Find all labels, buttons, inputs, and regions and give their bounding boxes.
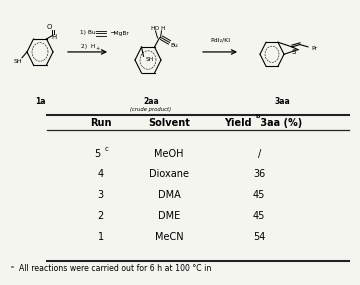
Text: 45: 45 [253,190,265,200]
Text: DMA: DMA [158,190,181,200]
Text: Pr: Pr [311,46,317,50]
Text: ─MgBr: ─MgBr [110,31,129,36]
Text: 2: 2 [98,211,104,221]
Text: 3aa (%): 3aa (%) [257,117,303,128]
Text: MeOH: MeOH [154,148,184,158]
Text: H: H [51,34,56,40]
Text: Dioxane: Dioxane [149,169,189,179]
Text: H: H [160,26,165,31]
Text: 1) Bu: 1) Bu [80,30,96,35]
Text: Bu: Bu [171,43,178,48]
Text: /: / [257,148,261,158]
Text: 3: 3 [98,190,104,200]
Text: 2)  H: 2) H [81,44,95,49]
Text: 3aa: 3aa [274,97,290,106]
Text: 54: 54 [253,232,265,242]
Text: 1a: 1a [35,97,45,106]
Text: MeCN: MeCN [155,232,184,242]
Text: Run: Run [90,117,112,128]
Text: +: + [96,46,100,51]
Text: b: b [256,114,260,119]
Text: SH: SH [14,59,22,64]
Text: 36: 36 [253,169,265,179]
Text: 45: 45 [253,211,265,221]
Text: SH: SH [145,57,154,62]
Text: Yield: Yield [224,117,252,128]
Text: 4: 4 [98,169,104,179]
Text: 5: 5 [94,148,100,158]
Text: O: O [47,25,52,30]
Text: c: c [104,146,108,152]
Text: PdI₂/KI: PdI₂/KI [210,38,230,43]
Text: 1: 1 [98,232,104,242]
Text: ᵃ  All reactions were carried out for 6 h at 100 °C in: ᵃ All reactions were carried out for 6 h… [11,264,211,273]
Text: HO: HO [150,26,159,31]
Text: Solvent: Solvent [148,117,190,128]
Text: DME: DME [158,211,180,221]
Text: 2aa: 2aa [143,97,159,106]
Text: (crude product): (crude product) [130,107,171,112]
Text: S: S [292,49,296,55]
